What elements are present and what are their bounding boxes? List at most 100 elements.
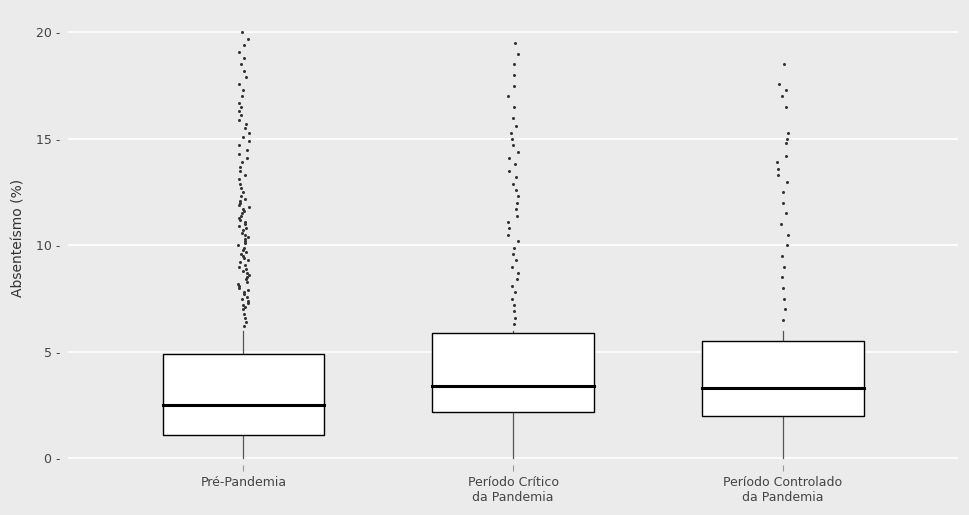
Point [231, 284, 246, 292]
Point [236, 290, 252, 299]
Point [236, 322, 252, 331]
Point [507, 307, 522, 316]
Point [237, 224, 253, 232]
Point [775, 284, 791, 292]
Point [510, 237, 525, 245]
Point [235, 246, 251, 254]
Point [234, 229, 250, 237]
Point [506, 301, 521, 309]
Point [240, 299, 256, 307]
Point [775, 188, 791, 196]
Point [775, 316, 791, 324]
Point [509, 173, 524, 181]
Point [236, 310, 252, 318]
Point [502, 154, 517, 162]
Point [501, 167, 516, 175]
Point [510, 276, 525, 284]
Point [232, 167, 247, 175]
Point [237, 235, 253, 243]
Point [770, 171, 786, 179]
Point [235, 267, 251, 275]
Point [501, 224, 516, 232]
Point [776, 60, 792, 68]
Point [511, 269, 526, 277]
Point [232, 263, 247, 271]
Point [504, 263, 519, 271]
Point [240, 297, 256, 305]
Point [237, 261, 253, 269]
Point [780, 128, 796, 136]
Point [241, 137, 257, 145]
Point [237, 171, 253, 179]
Bar [432, 333, 594, 411]
Point [239, 145, 255, 153]
Point [507, 39, 522, 47]
Point [506, 141, 521, 149]
Point [232, 107, 247, 115]
Point [239, 269, 255, 277]
Point [509, 122, 524, 130]
Point [231, 115, 246, 124]
Point [234, 158, 250, 166]
Point [507, 81, 522, 90]
Point [770, 79, 786, 88]
Point [509, 205, 524, 213]
Point [241, 271, 257, 279]
Point [235, 301, 251, 309]
Point [234, 92, 249, 100]
Point [234, 252, 250, 260]
Point [235, 188, 251, 196]
Point [233, 199, 248, 207]
Point [232, 175, 247, 183]
Point [779, 242, 795, 250]
Point [769, 158, 785, 166]
Point [239, 154, 255, 162]
Point [510, 49, 525, 58]
Point [777, 305, 793, 314]
Point [779, 177, 795, 185]
Point [237, 218, 253, 226]
Point [509, 212, 524, 220]
Point [234, 305, 250, 314]
Point [778, 152, 794, 160]
Point [508, 314, 523, 322]
Point [775, 199, 791, 207]
Point [500, 92, 516, 100]
Point [236, 54, 252, 62]
Point [776, 263, 792, 271]
Point [778, 103, 794, 111]
Point [234, 209, 250, 217]
Point [232, 201, 247, 209]
Point [232, 47, 247, 56]
Point [507, 160, 522, 168]
Point [510, 148, 525, 156]
Point [506, 250, 521, 258]
Point [776, 295, 792, 303]
Point [236, 41, 252, 49]
Point [239, 278, 255, 286]
Point [240, 233, 256, 241]
Point [231, 280, 246, 288]
Point [232, 197, 247, 205]
Point [236, 207, 252, 215]
Point [236, 314, 252, 322]
Point [238, 265, 254, 273]
Point [770, 165, 786, 173]
Point [234, 103, 249, 111]
Point [232, 282, 247, 290]
Point [233, 216, 248, 224]
Bar [702, 341, 863, 416]
Point [232, 259, 247, 267]
Point [237, 239, 253, 247]
Point [231, 79, 246, 88]
Point [505, 282, 520, 290]
Point [505, 180, 520, 188]
Point [505, 135, 520, 143]
Point [237, 237, 253, 245]
Point [235, 133, 251, 141]
Point [234, 28, 249, 37]
Point [234, 86, 250, 94]
Point [779, 135, 795, 143]
Point [509, 186, 524, 194]
Y-axis label: Absenteísmo (%): Absenteísmo (%) [11, 179, 25, 297]
